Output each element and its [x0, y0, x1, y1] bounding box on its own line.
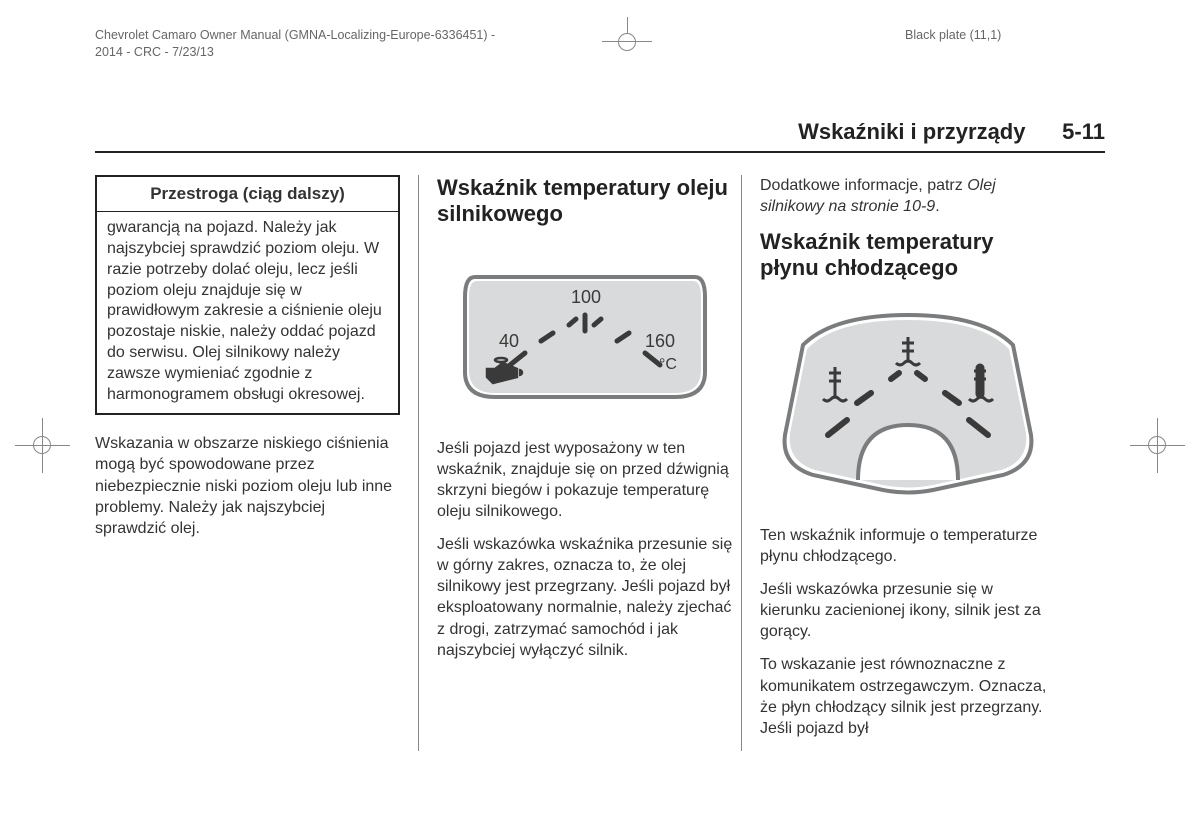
caution-title: Przestroga (ciąg dalszy) — [97, 177, 398, 212]
gauge-val-right: 160 — [645, 331, 675, 351]
meta-left-line2: 2014 - CRC - 7/23/13 — [95, 45, 214, 59]
gauge-val-left: 40 — [499, 331, 519, 351]
page-number: 5-11 — [1062, 119, 1105, 144]
col3-heading: Wskaźnik temperatury płynu chłodzącego — [760, 229, 1056, 281]
col3-p2: Jeśli wskazówka przesunie się w kierunku… — [760, 579, 1056, 642]
column-1: Przestroga (ciąg dalszy) gwarancją na po… — [95, 175, 418, 751]
page-content: Chevrolet Camaro Owner Manual (GMNA-Loca… — [95, 27, 1105, 817]
meta-right: Black plate (11,1) — [905, 27, 1105, 61]
col3-intro-c: . — [935, 198, 939, 215]
col1-paragraph: Wskazania w obszarze niskiego ciśnienia … — [95, 433, 400, 539]
col3-intro: Dodatkowe informacje, patrz Olej silniko… — [760, 175, 1056, 217]
col2-p1: Jeśli pojazd jest wyposażony w ten wskaź… — [437, 438, 733, 522]
section-rule — [95, 151, 1105, 153]
crop-mark-right — [1130, 418, 1185, 473]
col2-p2: Jeśli wskazówka wskaźnika przesunie się … — [437, 534, 733, 661]
gauge-unit: °C — [659, 356, 677, 373]
caution-box: Przestroga (ciąg dalszy) gwarancją na po… — [95, 175, 400, 416]
column-2: Wskaźnik temperatury oleju silnikowego 4… — [418, 175, 741, 751]
header-meta: Chevrolet Camaro Owner Manual (GMNA-Loca… — [95, 27, 1105, 61]
columns: Przestroga (ciąg dalszy) gwarancją na po… — [95, 175, 1105, 751]
crop-mark-top — [602, 17, 652, 67]
caution-body: gwarancją na pojazd. Należy jak najszybc… — [97, 212, 398, 413]
section-title: Wskaźniki i przyrządy — [798, 119, 1025, 144]
col3-p1: Ten wskaźnik informuje o tempera­turze p… — [760, 525, 1056, 567]
col3-intro-a: Dodatkowe informacje, patrz — [760, 177, 967, 194]
crop-mark-left — [15, 418, 70, 473]
column-3: Dodatkowe informacje, patrz Olej silniko… — [741, 175, 1064, 751]
oil-temp-gauge: 40 100 160 °C — [445, 257, 725, 412]
coolant-temp-gauge — [773, 305, 1043, 505]
section-header: Wskaźniki i przyrządy 5-11 — [95, 119, 1105, 151]
meta-left-line1: Chevrolet Camaro Owner Manual (GMNA-Loca… — [95, 28, 488, 42]
gauge-val-top: 100 — [571, 287, 601, 307]
col3-p3: To wskazanie jest równoznaczne z komunik… — [760, 654, 1056, 738]
col2-heading: Wskaźnik temperatury oleju silnikowego — [437, 175, 733, 227]
